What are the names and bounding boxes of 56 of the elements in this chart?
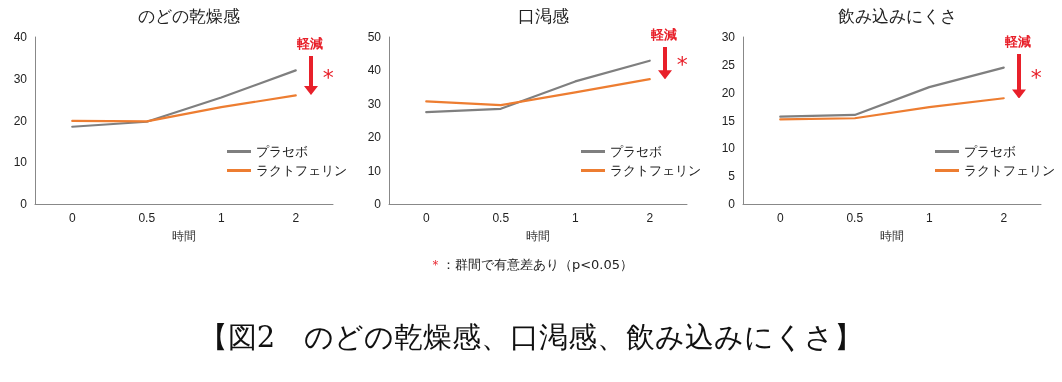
annotation: * <box>676 51 688 77</box>
x-tick-label: 0 <box>68 211 76 225</box>
line-series <box>425 77 651 107</box>
x-tick-label: 2 <box>646 211 654 225</box>
legend-label: ラクトフェリン <box>610 163 701 178</box>
chart-title: 口渇感 <box>517 5 569 26</box>
line-series <box>779 97 1005 121</box>
y-tick-label: 30 <box>721 30 736 44</box>
y-tick-label: 10 <box>13 155 28 170</box>
legend-label: プラセボ <box>610 144 662 159</box>
x-axis-title: 時間 <box>880 230 904 242</box>
y-tick-label: 15 <box>721 113 736 128</box>
legend-label: プラセボ <box>256 144 308 159</box>
legend-label: ラクトフェリン <box>964 163 1055 178</box>
line-series <box>71 69 297 128</box>
x-tick-label: 1 <box>217 211 225 225</box>
x-tick-label: 0 <box>422 211 430 225</box>
y-tick-label: 0 <box>20 197 28 211</box>
annotation: 軽減 <box>296 35 323 54</box>
x-tick-label: 1 <box>925 211 933 225</box>
x-tick-label: 0 <box>776 211 784 225</box>
y-tick-label: 30 <box>13 71 28 86</box>
text: 【図2 のどの乾燥感、口渇感、飲み込みにくさ】 <box>197 319 865 356</box>
x-tick-label: 0.5 <box>846 211 864 225</box>
x-tick-label: 2 <box>1000 211 1008 225</box>
y-tick-label: 5 <box>728 169 736 184</box>
y-tick-label: 40 <box>367 63 382 78</box>
x-tick-label: 0.5 <box>492 211 510 225</box>
y-tick-label: 0 <box>728 197 736 211</box>
y-tick-label: 50 <box>367 30 382 44</box>
x-tick-label: 1 <box>571 211 579 225</box>
y-tick-label: 0 <box>374 197 382 211</box>
y-tick-label: 20 <box>13 113 28 128</box>
y-tick-label: 20 <box>721 85 736 100</box>
annotation: * <box>322 64 334 90</box>
legend-label: ラクトフェリン <box>256 163 347 178</box>
line-series <box>779 66 1005 118</box>
y-tick-label: 20 <box>367 130 382 145</box>
x-tick-label: 0.5 <box>138 211 156 225</box>
y-tick-label: 40 <box>13 30 28 44</box>
y-tick-label: 10 <box>367 163 382 178</box>
y-tick-label: 10 <box>721 141 736 156</box>
legend-label: プラセボ <box>964 144 1016 159</box>
x-axis-title: 時間 <box>526 230 550 242</box>
annotation: 軽減 <box>650 25 677 44</box>
x-axis-title: 時間 <box>172 230 196 242</box>
x-tick-label: 2 <box>292 211 300 225</box>
chart-title: 飲み込みにくさ <box>837 5 957 26</box>
y-tick-label: 30 <box>367 96 382 111</box>
line-series <box>425 59 651 114</box>
annotation: * <box>1030 64 1042 90</box>
text: ＊：群間で有意差あり（p<0.05） <box>428 257 634 272</box>
y-tick-label: 25 <box>721 57 736 72</box>
chart-title: のどの乾燥感 <box>138 5 240 26</box>
annotation: 軽減 <box>1004 32 1031 51</box>
line-series <box>71 94 297 123</box>
